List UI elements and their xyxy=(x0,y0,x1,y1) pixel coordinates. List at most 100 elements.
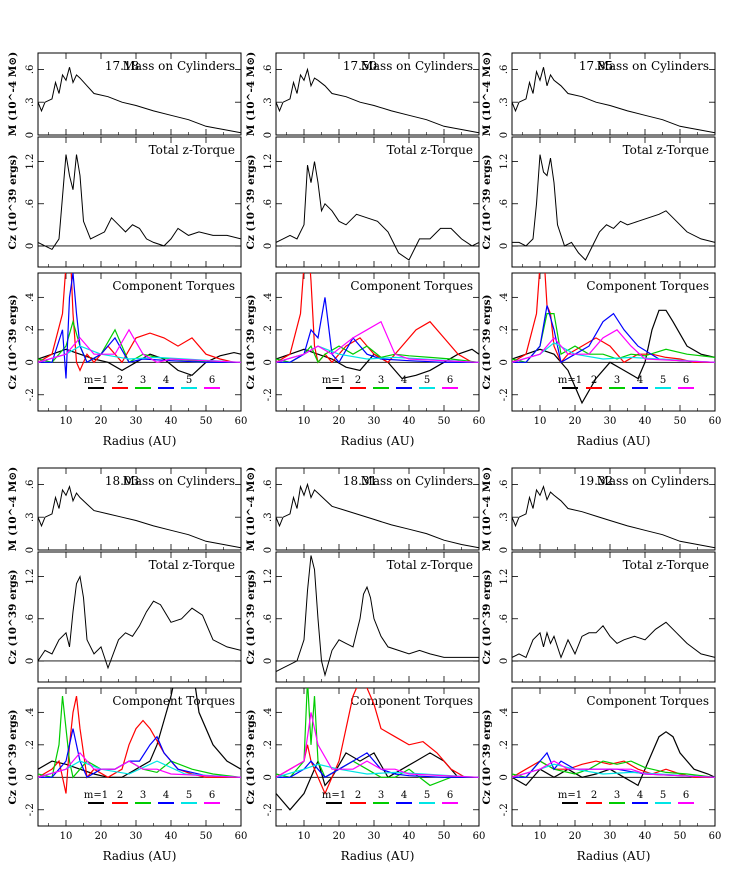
x-tick-label: 20 xyxy=(333,831,346,842)
x-tick-label: 10 xyxy=(534,831,547,842)
legend-label: 3 xyxy=(140,375,146,386)
x-tick-label: 60 xyxy=(709,831,722,842)
y-tick-label: .2 xyxy=(25,325,36,335)
x-tick-label: 20 xyxy=(569,416,582,427)
series-line-m4 xyxy=(512,305,715,364)
y-tick-label: .6 xyxy=(499,480,510,490)
y-tick-label: .4 xyxy=(499,293,510,303)
legend-label: 3 xyxy=(378,375,384,386)
y-tick-label: .4 xyxy=(25,708,36,718)
y-tick-label: .6 xyxy=(25,65,36,75)
series-line-m4 xyxy=(276,297,479,364)
y-tick-label: 1.2 xyxy=(499,569,510,585)
series-line-m6 xyxy=(38,328,241,363)
panel-title: Mass on Cylinders xyxy=(597,59,709,73)
y-tick-label: 0 xyxy=(25,658,36,664)
chart-group-6: 0.3.6M (10^-4 M⊙) Mass on Cylinders19.320… xyxy=(481,467,721,863)
y-tick-label: .2 xyxy=(25,740,36,750)
legend-label: 6 xyxy=(683,375,689,386)
panel-frame xyxy=(37,136,242,268)
x-tick-label: 10 xyxy=(60,831,73,842)
y-tick-label: .6 xyxy=(499,65,510,75)
y-tick-label: 1.2 xyxy=(25,154,36,170)
y-axis-label: Cz (10^39 ergs) xyxy=(245,709,257,804)
y-tick-label: -.2 xyxy=(25,803,36,816)
chart-group-3: 0.3.6M (10^-4 M⊙) Mass on Cylinders17.850… xyxy=(481,52,721,448)
series-line-m2 xyxy=(38,695,241,794)
x-tick-label: 60 xyxy=(235,831,248,842)
y-tick-label: 1.2 xyxy=(25,569,36,585)
mass-curve xyxy=(38,484,241,549)
legend-label: 4 xyxy=(637,790,643,801)
panel-frame xyxy=(37,52,242,136)
time-label: 17.18 xyxy=(105,59,139,73)
legend-label: 6 xyxy=(447,790,453,801)
y-tick-label: 0 xyxy=(25,547,36,553)
series-line-m1 xyxy=(512,731,715,787)
x-tick-label: 50 xyxy=(674,416,687,427)
y-tick-label: .6 xyxy=(263,480,274,490)
x-axis-label: Radius (AU) xyxy=(341,434,415,448)
legend-label: m=1 xyxy=(84,790,108,801)
y-tick-label: .6 xyxy=(25,480,36,490)
x-tick-label: 40 xyxy=(403,831,416,842)
y-axis-label: Cz (10^39 ergs) xyxy=(7,294,19,389)
y-tick-label: 0 xyxy=(499,359,510,365)
y-axis-label: M (10^-4 M⊙) xyxy=(245,52,257,136)
panel-title: Component Torques xyxy=(350,694,473,708)
torque-curve xyxy=(276,555,479,677)
x-tick-label: 50 xyxy=(674,831,687,842)
y-tick-label: -.2 xyxy=(499,388,510,401)
y-axis-label: Cz (10^39 ergs) xyxy=(245,569,257,664)
x-tick-label: 20 xyxy=(569,831,582,842)
panel-title: Mass on Cylinders xyxy=(597,474,709,488)
x-tick-label: 60 xyxy=(473,416,486,427)
y-tick-label: 0 xyxy=(499,658,510,664)
legend: m=1 2 3 4 5 6 xyxy=(322,790,458,804)
legend-label: m=1 xyxy=(558,790,582,801)
legend-label: 5 xyxy=(424,375,430,386)
x-tick-label: 10 xyxy=(534,416,547,427)
y-axis-label: M (10^-4 M⊙) xyxy=(245,467,257,551)
y-tick-label: 0 xyxy=(25,359,36,365)
legend-label: 4 xyxy=(637,375,643,386)
x-tick-label: 30 xyxy=(130,831,143,842)
panel-torque-2: 0 .6 1.2 Cz (10^39 ergs) Total z-Torque xyxy=(245,136,480,268)
panel-components-4: 10 20 30 40 50 60 -.2 0 .2 .4 Cz (10^39 ergs) Compo… xyxy=(7,687,248,863)
panel-components-2: 10 20 30 40 50 60 -.2 0 .2 .4 Cz (10^39 ergs) Compo… xyxy=(245,272,486,448)
y-tick-label: .2 xyxy=(499,740,510,750)
y-tick-label: .6 xyxy=(263,65,274,75)
legend: m=1 2 3 4 5 6 xyxy=(322,375,458,389)
y-tick-label: .6 xyxy=(263,199,274,209)
y-tick-label: 0 xyxy=(499,774,510,780)
y-tick-label: -.2 xyxy=(25,388,36,401)
y-tick-label: .2 xyxy=(499,325,510,335)
y-tick-label: -.2 xyxy=(263,388,274,401)
series-line-m3 xyxy=(276,344,479,364)
panel-title: Component Torques xyxy=(586,694,709,708)
panel-frame xyxy=(511,551,716,683)
legend-label: 3 xyxy=(614,790,620,801)
panel-torque-3: 0 .6 1.2 Cz (10^39 ergs) Total z-Torque xyxy=(481,136,716,268)
legend-label: 5 xyxy=(186,375,192,386)
panel-frame xyxy=(275,467,480,551)
panel-title: Total z-Torque xyxy=(387,558,473,572)
panel-frame xyxy=(275,551,480,683)
y-axis-label: M (10^-4 M⊙) xyxy=(7,467,19,551)
panel-frame xyxy=(37,467,242,551)
series-line-m2 xyxy=(276,273,479,364)
legend-label: 5 xyxy=(424,790,430,801)
legend: m=1 2 3 4 5 6 xyxy=(84,790,220,804)
y-axis-label: Cz (10^39 ergs) xyxy=(481,294,493,389)
torque-curve xyxy=(276,161,479,261)
legend-label: 2 xyxy=(355,790,361,801)
y-tick-label: .6 xyxy=(25,199,36,209)
y-tick-label: 0 xyxy=(25,132,36,138)
y-axis-label: Cz (10^39 ergs) xyxy=(7,154,19,249)
legend-label: m=1 xyxy=(322,375,346,386)
x-tick-label: 60 xyxy=(235,416,248,427)
x-tick-label: 20 xyxy=(95,416,108,427)
legend-label: 2 xyxy=(591,375,597,386)
